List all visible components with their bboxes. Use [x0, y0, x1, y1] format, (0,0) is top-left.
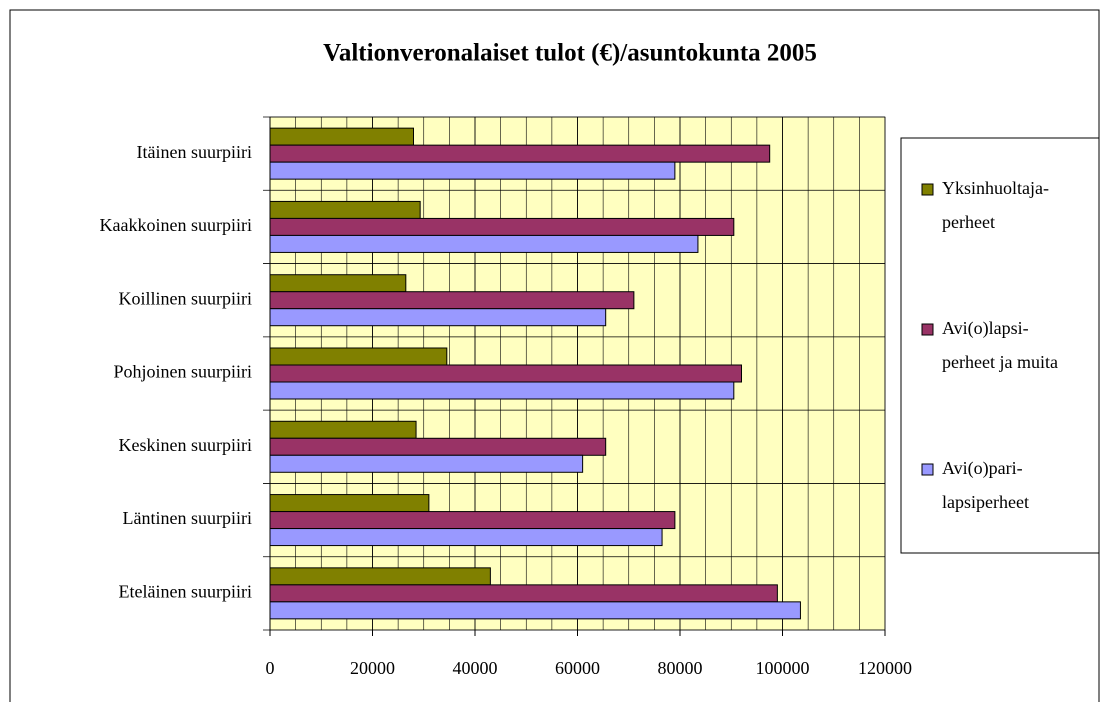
- legend-label: Avi(o)lapsi-perheet ja muita: [942, 318, 1058, 372]
- y-tick-label: Keskinen suurpiiri: [119, 435, 252, 455]
- y-tick-label: Kaakkoinen suurpiiri: [100, 215, 252, 235]
- x-tick-label: 100000: [756, 658, 810, 678]
- x-tick-label: 40000: [453, 658, 498, 678]
- bar: [269, 381, 735, 400]
- legend-swatch: [921, 463, 934, 476]
- bar: [269, 494, 430, 513]
- y-tick-label: Läntinen suurpiiri: [123, 508, 252, 528]
- y-tick-label: Eteläinen suurpiiri: [119, 581, 252, 601]
- bar: [269, 308, 607, 327]
- x-tick-label: 0: [266, 658, 275, 678]
- bar: [269, 364, 742, 383]
- bar: [269, 347, 448, 366]
- bar: [269, 528, 663, 547]
- bar: [269, 420, 417, 439]
- bar: [269, 127, 414, 146]
- bar: [269, 584, 778, 603]
- x-tick-label: 20000: [350, 658, 395, 678]
- bar: [269, 274, 407, 293]
- legend-label: Yksinhuoltaja-perheet: [942, 178, 1049, 232]
- y-tick-label: Pohjoinen suurpiiri: [114, 362, 253, 382]
- chart-title: Valtionveronalaiset tulot (€)/asuntokunt…: [323, 40, 817, 67]
- legend-swatch: [921, 183, 934, 196]
- legend-swatch: [921, 323, 934, 336]
- bar: [269, 437, 607, 456]
- bar: [269, 161, 676, 180]
- y-tick-label: Itäinen suurpiiri: [137, 142, 252, 162]
- bar: [269, 200, 421, 219]
- legend-box: [900, 137, 1100, 554]
- bar: [269, 291, 635, 310]
- bar: [269, 454, 584, 473]
- bar: [269, 601, 801, 620]
- y-tick-label: Koillinen suurpiiri: [119, 288, 253, 308]
- x-tick-label: 80000: [658, 658, 703, 678]
- bar: [269, 567, 491, 586]
- bar: [269, 144, 771, 163]
- legend-label: Avi(o)pari-lapsiperheet: [942, 458, 1029, 512]
- bar: [269, 511, 676, 530]
- x-tick-label: 60000: [555, 658, 600, 678]
- x-tick-label: 120000: [858, 658, 912, 678]
- bar: [269, 217, 735, 236]
- bar: [269, 234, 699, 253]
